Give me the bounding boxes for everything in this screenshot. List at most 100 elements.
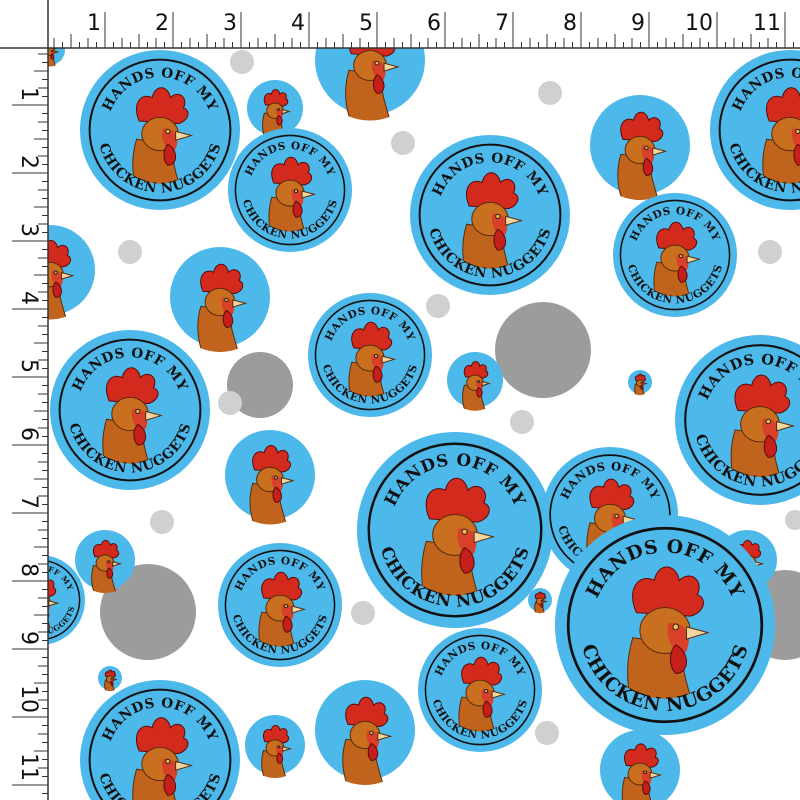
rooster (462, 172, 524, 269)
gray-dot (758, 240, 782, 264)
rooster-dot (75, 530, 135, 593)
gray-dot (391, 131, 415, 155)
badge-ring (88, 688, 232, 800)
badge-ring (418, 143, 562, 287)
beak (776, 420, 796, 432)
wattle (163, 773, 177, 796)
rooster (617, 111, 668, 200)
beak (686, 255, 702, 264)
eye (644, 145, 649, 151)
rooster (421, 477, 496, 596)
rooster-dot (628, 370, 652, 396)
wattle (222, 309, 234, 329)
wattle (669, 644, 687, 674)
wattle (640, 384, 644, 390)
comb (135, 717, 189, 755)
top-ruler-label: 5 (359, 11, 373, 36)
comb (135, 87, 189, 125)
comb (620, 111, 664, 143)
wattle (276, 752, 284, 764)
rooster-dot (528, 588, 552, 614)
eye (369, 730, 374, 736)
gray-dot (535, 721, 559, 745)
beak (383, 62, 400, 72)
rooster (342, 696, 393, 785)
comb (200, 263, 244, 295)
wattle (367, 742, 379, 762)
beak (473, 531, 496, 544)
rooster (104, 669, 118, 692)
wattle (493, 228, 507, 251)
wattle (763, 434, 778, 458)
wattle (110, 680, 114, 686)
beak (282, 746, 293, 752)
wattle (50, 53, 55, 60)
badge-ring (224, 549, 336, 661)
beak (491, 690, 507, 699)
gray-dot (538, 81, 562, 105)
eye (672, 623, 680, 631)
comb (463, 361, 489, 379)
gray-dot (426, 294, 450, 318)
gray-dot (150, 510, 174, 534)
gray-dot (118, 240, 142, 264)
beak (301, 190, 317, 199)
wattle (133, 423, 147, 446)
eye (614, 513, 619, 519)
rooster (730, 374, 796, 477)
rooster (634, 373, 648, 396)
eye (373, 353, 379, 359)
beak (175, 130, 194, 141)
left-ruler-label: 7 (16, 495, 41, 509)
top-ruler (0, 0, 800, 48)
comb (632, 566, 704, 617)
left-ruler-label: 4 (16, 291, 41, 305)
eye (165, 758, 171, 764)
eye (643, 770, 647, 775)
comb (656, 221, 698, 251)
rooster-dot (170, 247, 270, 352)
beak (377, 732, 393, 741)
gray-dot (785, 510, 800, 530)
beak (542, 600, 548, 604)
wattle (292, 200, 303, 218)
beak (481, 380, 492, 387)
wattle (276, 114, 283, 126)
comb (351, 321, 393, 351)
wattle (372, 365, 383, 383)
comb (425, 477, 490, 523)
left-ruler-label: 9 (16, 631, 41, 645)
comb (734, 374, 791, 414)
gray-dot (227, 352, 293, 418)
eye (224, 297, 229, 303)
beak (112, 678, 118, 682)
wattle (459, 547, 475, 574)
beak (291, 605, 307, 614)
wattle (482, 700, 493, 718)
rooster (458, 656, 507, 732)
top-ruler-label: 11 (753, 11, 781, 36)
wattle (163, 143, 177, 166)
wattle (282, 615, 293, 633)
gray-dot (100, 564, 196, 660)
wattle (476, 386, 483, 398)
rooster (249, 445, 295, 525)
comb (92, 539, 120, 559)
badge-ring (314, 299, 426, 411)
rooster-dot (245, 715, 305, 778)
badge-ring (566, 526, 764, 724)
wattle (106, 567, 114, 579)
eye (374, 60, 380, 66)
beak (145, 410, 164, 421)
comb (104, 669, 116, 678)
